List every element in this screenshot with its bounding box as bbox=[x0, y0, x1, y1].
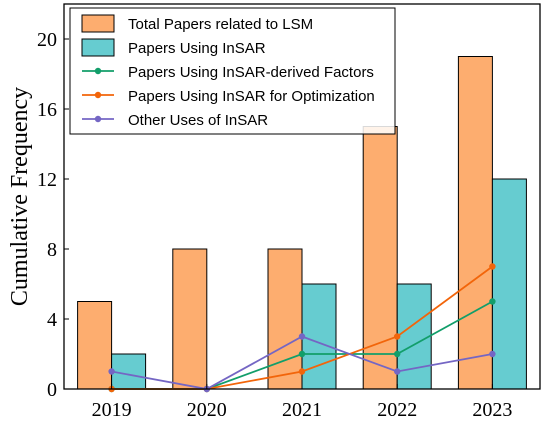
legend-label: Papers Using InSAR for Optimization bbox=[128, 88, 375, 105]
point-series-3-2021 bbox=[298, 333, 306, 340]
point-series-1-2023 bbox=[489, 298, 496, 305]
point-series-1-2022 bbox=[394, 350, 401, 358]
bar-total-lsm-2023 bbox=[457, 56, 493, 390]
x-tick-label: 2019 bbox=[92, 399, 132, 421]
y-tick-label: 0 bbox=[47, 379, 57, 401]
bar-using-insar-2019 bbox=[111, 353, 147, 390]
point-series-1-2021 bbox=[298, 350, 306, 358]
bar-total-lsm-2020 bbox=[172, 248, 208, 390]
y-tick-label: 4 bbox=[47, 309, 57, 331]
legend-swatch bbox=[81, 14, 115, 33]
point-series-3-2023 bbox=[489, 350, 496, 358]
point-series-2-2021 bbox=[298, 368, 306, 375]
legend: Total Papers related to LSM Papers Using … bbox=[69, 7, 396, 135]
legend-marker bbox=[94, 91, 102, 99]
legend-label: Other Uses of InSAR bbox=[128, 112, 268, 129]
legend-label: Papers Using InSAR bbox=[128, 40, 266, 57]
y-tick-label: 12 bbox=[37, 169, 57, 191]
legend-marker bbox=[94, 67, 102, 75]
legend-label: Papers Using InSAR-derived Factors bbox=[128, 64, 374, 81]
y-tick-label: 8 bbox=[47, 239, 57, 261]
x-tick-label: 2020 bbox=[187, 399, 227, 421]
y-axis: 0 4 8 12 16 20 bbox=[37, 29, 69, 401]
y-tick-label: 20 bbox=[37, 29, 57, 51]
y-axis-title: Cumulative Frequency bbox=[7, 87, 33, 306]
point-series-2-2023 bbox=[489, 263, 496, 270]
bar-using-insar-2023 bbox=[491, 178, 527, 390]
y-tick-label: 16 bbox=[37, 99, 57, 121]
bar-using-insar-2022 bbox=[396, 283, 432, 390]
x-axis: 2019 2020 2021 2022 2023 bbox=[92, 384, 512, 421]
bar-total-lsm-2019 bbox=[77, 301, 113, 390]
bar-total-lsm-2021 bbox=[267, 248, 303, 390]
legend-box bbox=[69, 7, 396, 135]
legend-label: Total Papers related to LSM bbox=[128, 16, 313, 33]
legend-marker bbox=[94, 115, 102, 123]
bar-using-insar-2021 bbox=[301, 283, 337, 390]
point-series-3-2022 bbox=[394, 368, 401, 375]
legend-swatch bbox=[81, 38, 115, 57]
point-series-3-2019 bbox=[108, 368, 115, 375]
bar-total-lsm-2022 bbox=[362, 126, 398, 390]
x-tick-label: 2023 bbox=[472, 399, 512, 421]
bars-layer bbox=[77, 56, 527, 390]
x-tick-label: 2022 bbox=[377, 399, 417, 421]
x-tick-label: 2021 bbox=[282, 399, 322, 421]
point-series-2-2022 bbox=[394, 333, 401, 340]
